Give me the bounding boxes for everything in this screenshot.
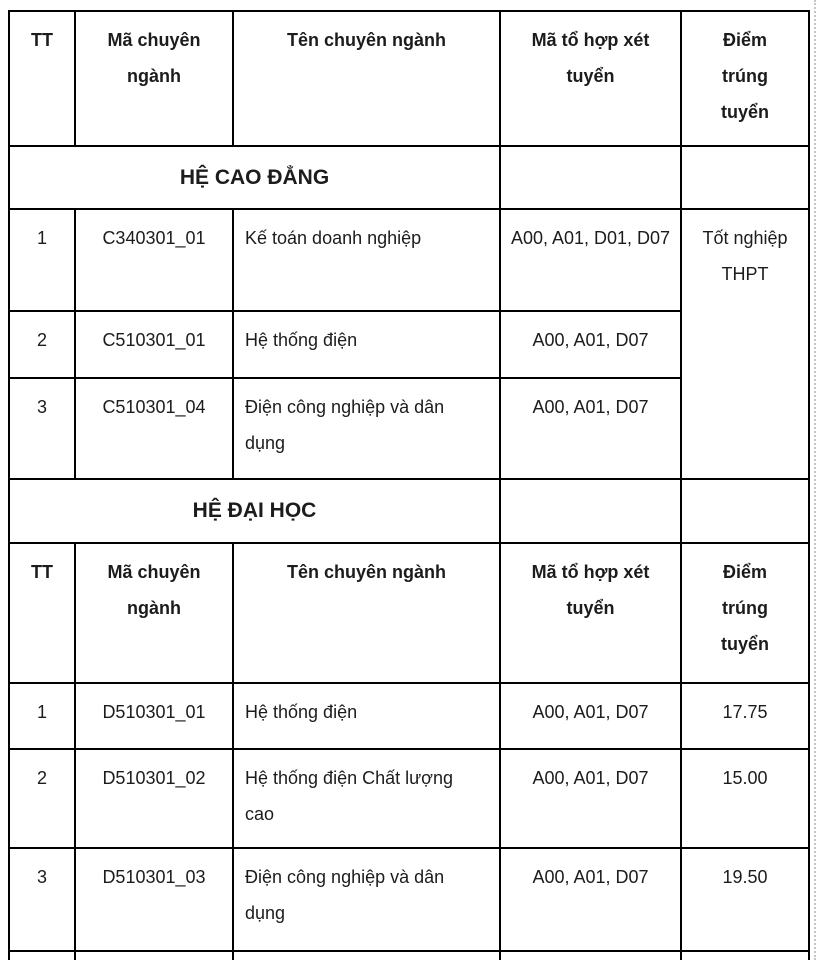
section-row-cao-dang: HỆ CAO ĐẲNG [8,145,810,210]
col-header-tt: TT [8,10,76,147]
table-row: 3 D510301_03 Điện công nghiệp và dân dụn… [8,847,810,952]
cell-tt: 2 [8,748,76,849]
cell-major-code: D510301_02 [74,748,234,849]
empty-cell [74,950,234,960]
cell-major-code: C510301_04 [74,377,234,480]
page-edge-dotted-line [814,0,816,960]
table-header-row: TT Mã chuyên ngành Tên chuyên ngành Mã t… [8,542,810,684]
cell-major-name: Hệ thống điện Chất lượng cao [232,748,501,849]
col-header-score: Điểm trúng tuyển [680,542,810,684]
cell-major-name: Hệ thống điện [232,682,501,750]
col-header-major-name: Tên chuyên ngành [232,10,501,147]
cell-major-name: Kế toán doanh nghiệp [232,208,501,312]
table-row: 2 C510301_01 Hệ thống điện A00, A01, D07 [8,310,809,379]
empty-cell [680,478,810,544]
empty-cell [232,950,501,960]
empty-cell [8,950,76,960]
cell-score: 15.00 [680,748,810,849]
cell-combo: A00, A01, D07 [499,748,682,849]
table-row: 3 C510301_04 Điện công nghiệp và dân dụn… [8,377,809,480]
table-row: 2 D510301_02 Hệ thống điện Chất lượng ca… [8,748,810,849]
cell-combo: A00, A01, D07 [499,682,682,750]
col-header-tt: TT [8,542,76,684]
cell-tt: 1 [8,208,76,312]
cell-tt: 3 [8,847,76,952]
col-header-major-code: Mã chuyên ngành [74,10,234,147]
empty-cell [499,950,682,960]
table-row: 1 C340301_01 Kế toán doanh nghiệp A00, A… [8,208,810,480]
col-header-major-code: Mã chuyên ngành [74,542,234,684]
section-title: HỆ ĐẠI HỌC [8,478,501,544]
table-header-row: TT Mã chuyên ngành Tên chuyên ngành Mã t… [8,10,810,147]
cell-major-code: D510301_03 [74,847,234,952]
cell-combo: A00, A01, D07 [499,310,682,379]
empty-cell [680,145,810,210]
cell-combo: A00, A01, D07 [499,847,682,952]
empty-cell [499,478,682,544]
table-row-partial [8,950,810,960]
cell-score-merged: Tốt nghiệp THPT [680,208,810,480]
cell-combo: A00, A01, D01, D07 [499,208,682,312]
cell-score: 19.50 [680,847,810,952]
col-header-combo: Mã tổ hợp xét tuyển [499,542,682,684]
cell-major-name: Điện công nghiệp và dân dụng [232,847,501,952]
cell-score: 17.75 [680,682,810,750]
cell-major-code: C340301_01 [74,208,234,312]
col-header-major-name: Tên chuyên ngành [232,542,501,684]
admission-scores-table: TT Mã chuyên ngành Tên chuyên ngành Mã t… [8,10,810,960]
cell-combo: A00, A01, D07 [499,377,682,480]
section-title: HỆ CAO ĐẲNG [8,145,501,210]
empty-cell [499,145,682,210]
cell-major-name: Điện công nghiệp và dân dụng [232,377,501,480]
empty-cell [680,950,810,960]
col-header-score: Điểm trúng tuyển [680,10,810,147]
table-row: 1 D510301_01 Hệ thống điện A00, A01, D07… [8,682,810,750]
cell-major-name: Hệ thống điện [232,310,501,379]
cell-tt: 3 [8,377,76,480]
cell-tt: 2 [8,310,76,379]
cell-tt: 1 [8,682,76,750]
cell-major-code: D510301_01 [74,682,234,750]
cell-major-code: C510301_01 [74,310,234,379]
col-header-combo: Mã tổ hợp xét tuyển [499,10,682,147]
section-row-dai-hoc: HỆ ĐẠI HỌC [8,478,810,544]
